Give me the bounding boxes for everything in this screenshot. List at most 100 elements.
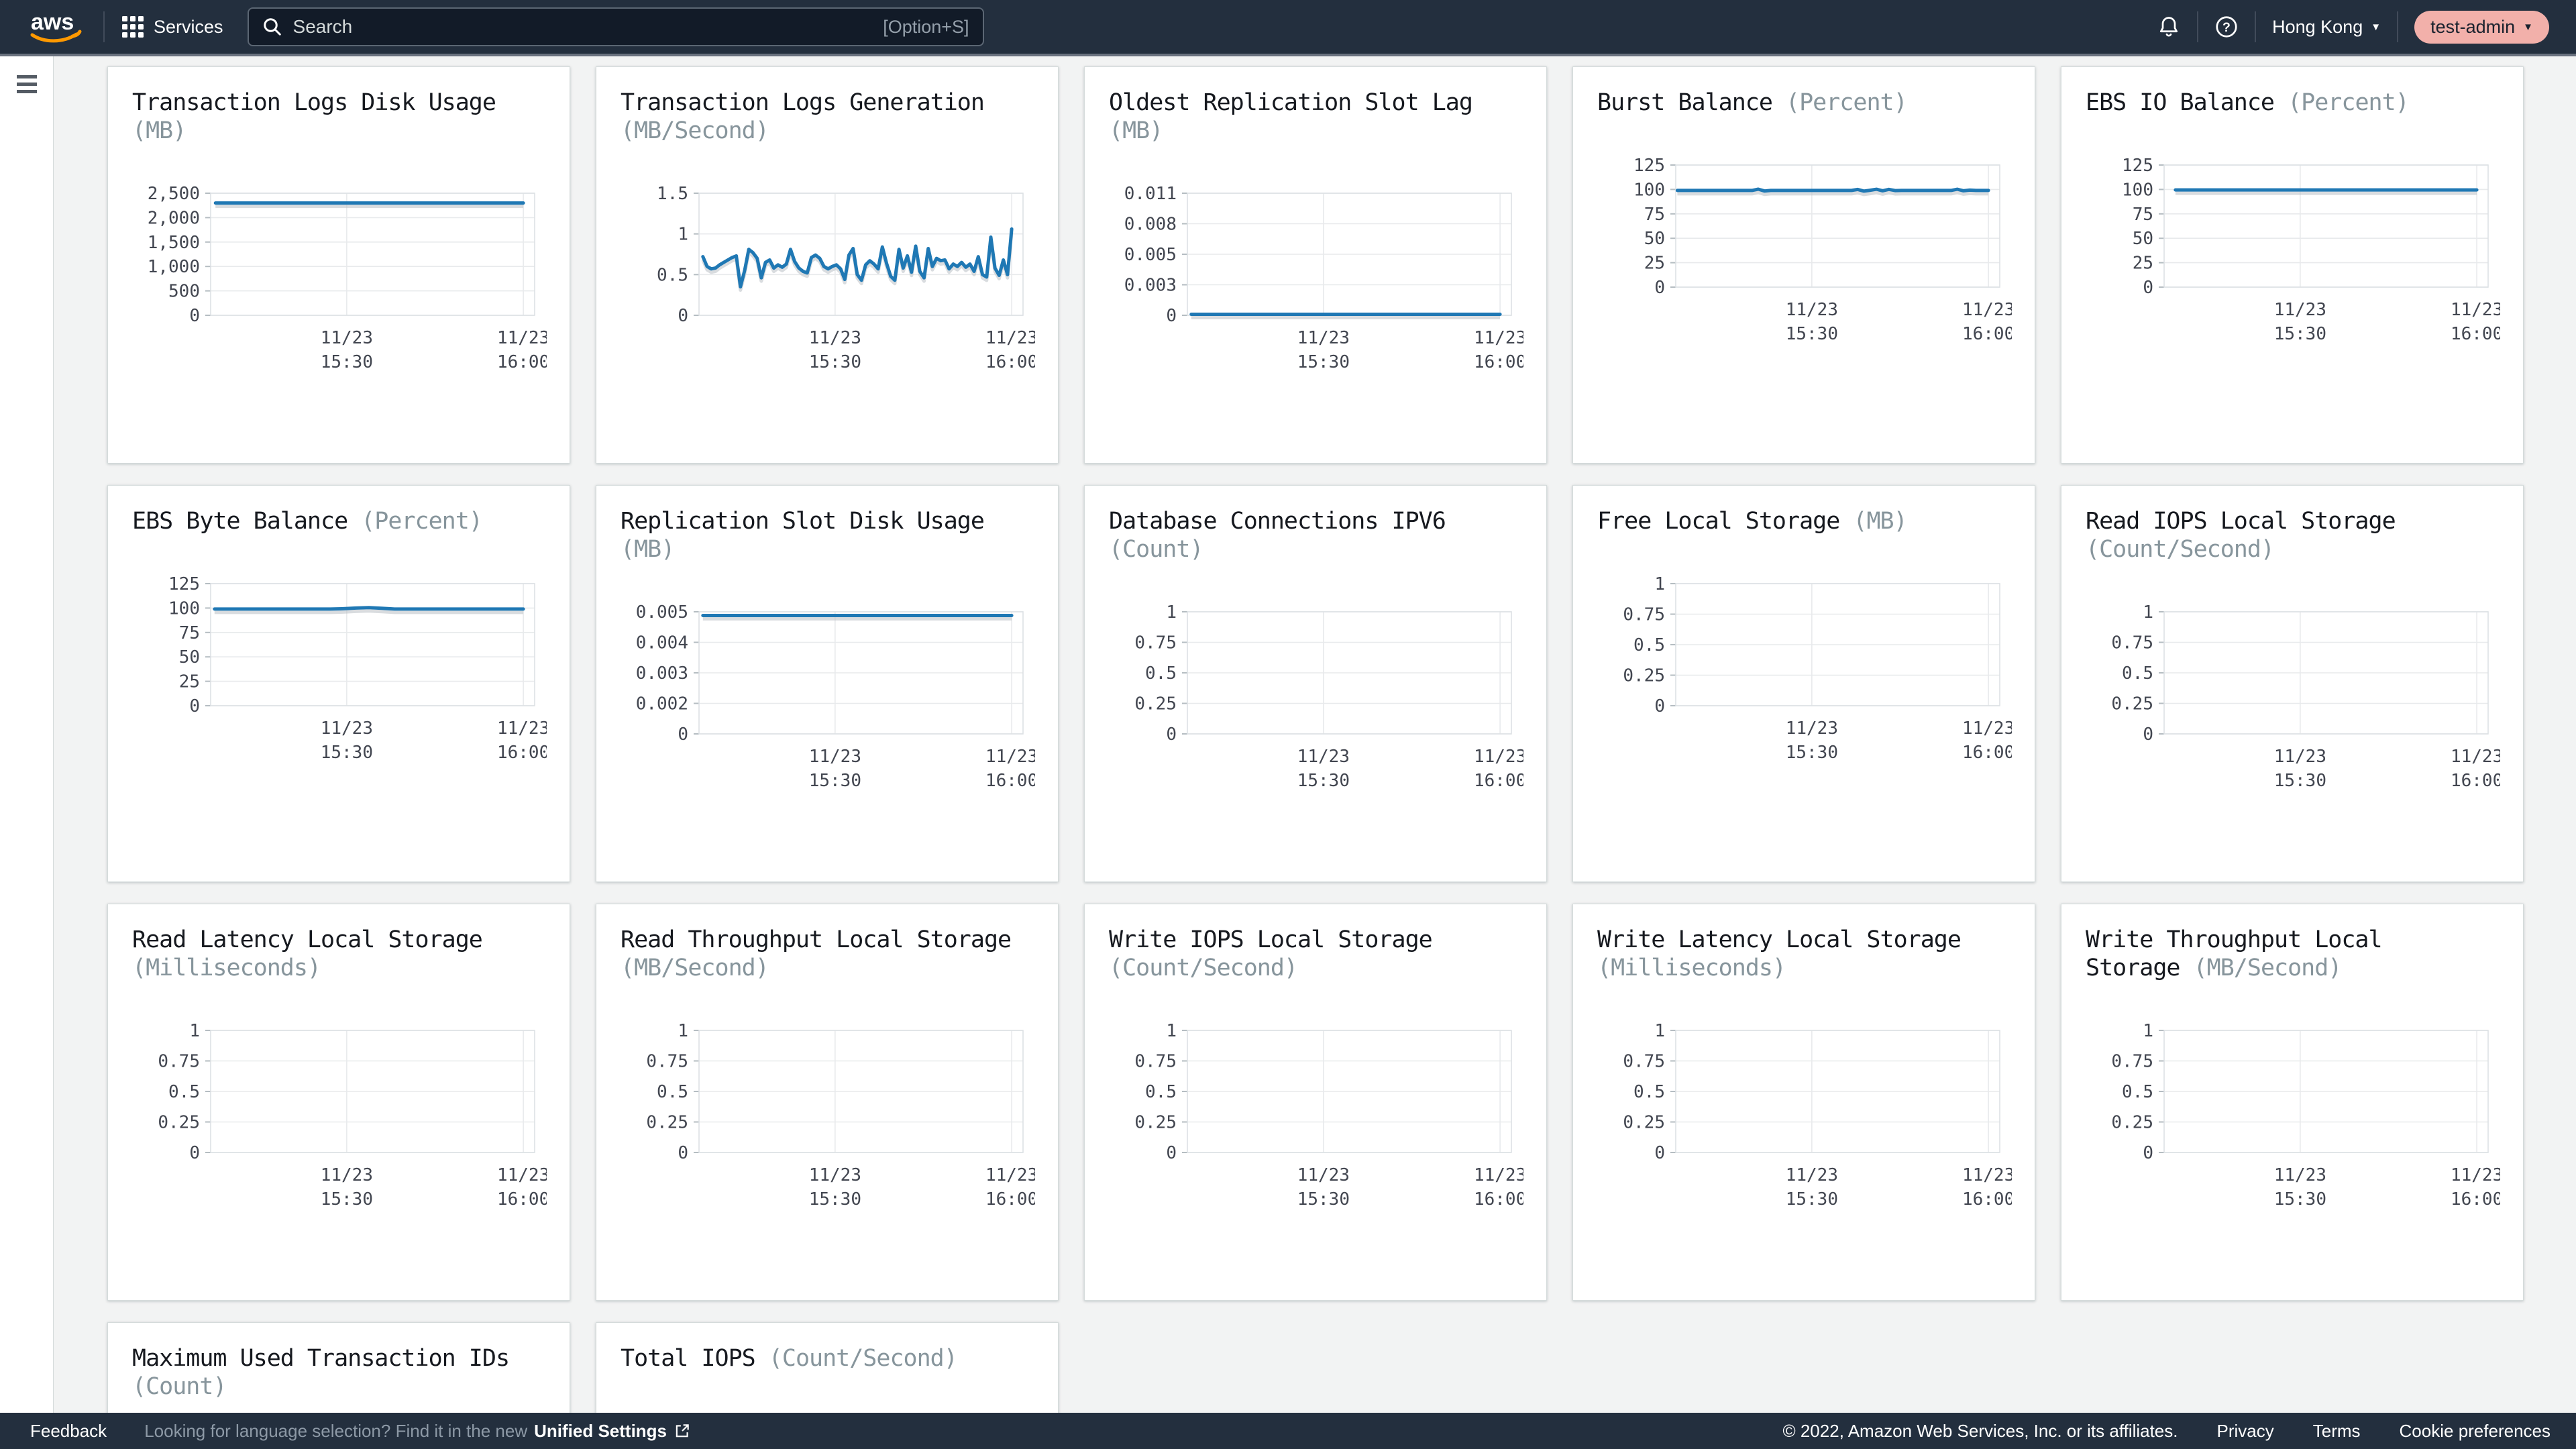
metric-unit: (MB) — [1109, 117, 1163, 144]
metric-card: Database Connections IPV6 (Count) 0 0.25 0… — [1084, 485, 1547, 882]
metric-chart: 0 0.25 0.5 0.75 1 11/23 15:30 11/23 16:00 — [1134, 602, 1523, 791]
svg-text:0: 0 — [1166, 724, 1177, 745]
nav-divider — [2397, 11, 2399, 42]
metric-title: Free Local Storage (MB) — [1597, 508, 1908, 535]
svg-text:16:00: 16:00 — [1474, 1189, 1523, 1210]
svg-text:0.75: 0.75 — [158, 1052, 200, 1072]
svg-text:1.5: 1.5 — [657, 184, 688, 204]
metric-unit: (MB) — [1853, 508, 1907, 535]
metric-card: Free Local Storage (MB) 0 0.25 0.5 0.75 1 11/… — [1572, 485, 2035, 882]
metric-chart: 0 0.25 0.5 0.75 1 11/23 15:30 11/23 16:00 — [1623, 574, 2012, 763]
search-box[interactable]: [Option+S] — [247, 7, 984, 46]
feedback-button[interactable]: Feedback — [30, 1420, 107, 1441]
svg-text:11/23: 11/23 — [321, 718, 373, 739]
footer: Feedback Looking for language selection?… — [0, 1413, 2576, 1449]
svg-text:0.75: 0.75 — [1134, 633, 1177, 653]
left-rail — [0, 56, 54, 1413]
svg-text:0.5: 0.5 — [1145, 1082, 1177, 1102]
privacy-link[interactable]: Privacy — [2216, 1420, 2274, 1441]
aws-logo[interactable]: aws — [25, 8, 86, 46]
region-selector[interactable]: Hong Kong ▼ — [2272, 17, 2381, 38]
svg-text:0.25: 0.25 — [2111, 1113, 2153, 1133]
unified-settings-link[interactable]: Unified Settings — [534, 1420, 667, 1441]
svg-text:100: 100 — [168, 598, 200, 619]
svg-text:1: 1 — [678, 1021, 688, 1041]
metric-unit: (Percent) — [361, 508, 483, 535]
help-button[interactable]: ? — [2214, 15, 2239, 39]
svg-text:11/23: 11/23 — [985, 1165, 1035, 1185]
svg-text:1: 1 — [189, 1021, 200, 1041]
svg-text:1: 1 — [678, 225, 688, 245]
search-input[interactable] — [292, 16, 875, 38]
svg-text:75: 75 — [1644, 205, 1665, 225]
svg-text:50: 50 — [179, 647, 200, 667]
svg-text:0.75: 0.75 — [2111, 633, 2153, 653]
svg-text:0.75: 0.75 — [1623, 605, 1665, 625]
svg-text:0.25: 0.25 — [158, 1113, 200, 1133]
svg-text:15:30: 15:30 — [321, 352, 373, 372]
main-content: Transaction Logs Disk Usage (MB) 0 500 1,0… — [54, 56, 2576, 1413]
metric-unit: (Percent) — [1786, 89, 1908, 116]
cookie-preferences-link[interactable]: Cookie preferences — [2399, 1420, 2551, 1441]
svg-text:15:30: 15:30 — [2274, 324, 2326, 344]
nav-divider — [103, 11, 105, 42]
svg-text:11/23: 11/23 — [985, 328, 1035, 348]
metric-chart: 0 0.25 0.5 0.75 1 11/23 15:30 11/23 16:00 — [1623, 1021, 2012, 1210]
metric-card: EBS IO Balance (Percent) 0 25 50 75 100 125 11… — [2061, 66, 2524, 464]
metric-title: Read IOPS Local Storage (Count/Second) — [2086, 508, 2396, 563]
svg-text:0.5: 0.5 — [1633, 635, 1665, 655]
svg-text:500: 500 — [168, 282, 200, 302]
svg-text:0: 0 — [1654, 1143, 1665, 1163]
nav-divider — [2197, 11, 2199, 42]
metric-card: Write Throughput Local Storage (MB/Secon… — [2061, 904, 2524, 1301]
metrics-grid: Transaction Logs Disk Usage (MB) 0 500 1,0… — [107, 66, 2576, 1413]
account-menu-button[interactable]: test-admin ▼ — [2414, 10, 2549, 44]
metric-unit: (Milliseconds) — [1597, 955, 1786, 981]
svg-text:1,000: 1,000 — [148, 257, 200, 277]
svg-text:11/23: 11/23 — [2274, 747, 2326, 767]
svg-text:11/23: 11/23 — [2451, 300, 2500, 320]
svg-text:11/23: 11/23 — [497, 718, 547, 739]
metric-title: Write Latency Local Storage (Millisecond… — [1597, 926, 1962, 981]
svg-text:0: 0 — [1166, 306, 1177, 326]
metric-title: Write IOPS Local Storage (Count/Second) — [1109, 926, 1433, 981]
metric-title: Burst Balance (Percent) — [1597, 89, 1908, 116]
metric-chart: 0 0.003 0.005 0.008 0.011 11/23 15:30 11/23 16:0… — [1124, 184, 1523, 372]
svg-text:0.25: 0.25 — [2111, 694, 2153, 714]
services-grid-icon — [122, 16, 144, 38]
svg-text:0.25: 0.25 — [1134, 694, 1177, 714]
svg-text:11/23: 11/23 — [809, 1165, 861, 1185]
svg-text:16:00: 16:00 — [1962, 324, 2012, 344]
metric-card: Maximum Used Transaction IDs (Count) — [107, 1322, 570, 1413]
chevron-down-icon: ▼ — [2371, 21, 2381, 33]
svg-text:0.003: 0.003 — [636, 663, 688, 684]
svg-text:0.011: 0.011 — [1124, 184, 1177, 204]
metric-unit: (MB/Second) — [621, 955, 769, 981]
metric-title: Read Latency Local Storage (Milliseconds… — [132, 926, 483, 981]
metric-chart: 0 0.25 0.5 0.75 1 11/23 15:30 11/23 16:00 — [2111, 1021, 2500, 1210]
svg-text:0.25: 0.25 — [1134, 1113, 1177, 1133]
metric-chart: 0 0.25 0.5 0.75 1 11/23 15:30 11/23 16:00 — [158, 1021, 547, 1210]
svg-text:11/23: 11/23 — [1962, 718, 2012, 739]
svg-text:11/23: 11/23 — [1474, 1165, 1523, 1185]
svg-text:11/23: 11/23 — [1297, 747, 1350, 767]
svg-text:25: 25 — [179, 672, 200, 692]
svg-text:16:00: 16:00 — [985, 1189, 1035, 1210]
metric-card: Read Throughput Local Storage (MB/Second… — [596, 904, 1059, 1301]
metric-title: EBS IO Balance (Percent) — [2086, 89, 2410, 116]
svg-text:50: 50 — [2133, 229, 2153, 249]
svg-text:0.008: 0.008 — [1124, 215, 1177, 235]
region-label: Hong Kong — [2272, 16, 2363, 37]
metric-unit: (Percent) — [2288, 89, 2410, 116]
svg-text:25: 25 — [2133, 254, 2153, 274]
svg-text:16:00: 16:00 — [2451, 771, 2500, 791]
metric-card: Write IOPS Local Storage (Count/Second) … — [1084, 904, 1547, 1301]
account-label: test-admin — [2430, 16, 2516, 37]
svg-text:11/23: 11/23 — [497, 1165, 547, 1185]
terms-link[interactable]: Terms — [2312, 1420, 2361, 1441]
notifications-button[interactable] — [2157, 15, 2181, 39]
services-menu-button[interactable]: Services — [122, 16, 223, 38]
svg-text:1: 1 — [2143, 1021, 2153, 1041]
hamburger-menu-button[interactable] — [17, 75, 37, 97]
metric-title: Oldest Replication Slot Lag (MB) — [1109, 89, 1473, 144]
